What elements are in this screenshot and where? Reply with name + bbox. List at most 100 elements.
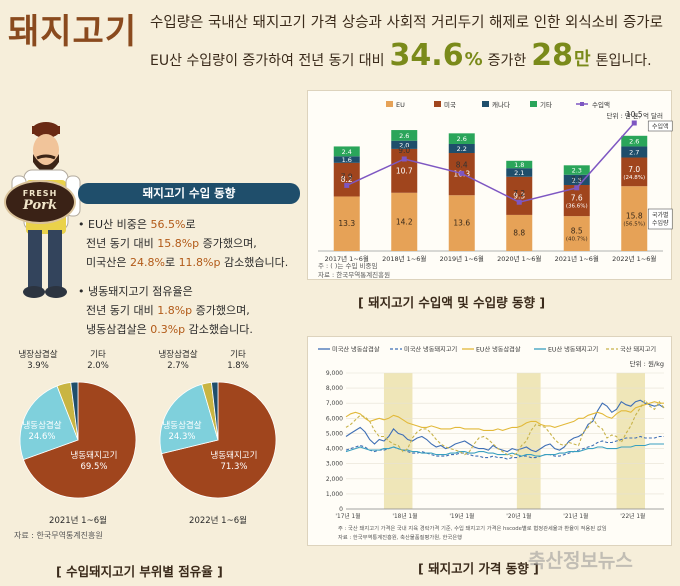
bar-category-1: 2018년 1~6월: [382, 254, 426, 263]
bar-3-5: [621, 135, 648, 147]
bar-2-3: [506, 168, 533, 177]
bar-2-4: [563, 174, 590, 185]
pie-1-value-2: 2.7%: [167, 361, 189, 371]
badge-text-fresh: FRESH: [22, 189, 58, 198]
value-label-5: 10.5: [626, 110, 643, 119]
line-xtick-2: '19년 1월: [449, 512, 474, 520]
legend-label-1: 미국: [444, 100, 456, 109]
line-legend-label-4: 국산 돼지고기: [620, 346, 656, 354]
pie-0-caption: 2021년 1~6월: [49, 515, 107, 526]
bar-3-2: [448, 133, 475, 144]
tag-volume-text-1: 국가별: [652, 211, 669, 219]
line-ytick-2: 2,000: [326, 476, 343, 483]
bar-0-3: [506, 214, 533, 251]
pie-1-value-1: 24.3%: [168, 432, 195, 442]
pie-0-label-2: 냉장삼겹살: [18, 349, 57, 360]
line-ytick-3: 3,000: [326, 461, 343, 468]
bar-3-0: [333, 146, 360, 157]
trend-line-5: 전년 동기 대비 1.8%p 증가했으며,: [86, 304, 250, 317]
line-ytick-1: 1,000: [326, 491, 343, 498]
bar-value-2-5: 2.7: [629, 148, 639, 156]
line-source: 자료 : 한국무역통계진흥원, 축산물품질평가원, 한국은행: [338, 533, 462, 541]
bar-chart-caption: [ 돼지고기 수입액 및 수입량 동향 ]: [358, 295, 546, 310]
tag-value-text: 수입액: [652, 123, 669, 131]
bar-value-3-2: 2.6: [457, 135, 467, 143]
trend-line-2: 전년 동기 대비 15.8%p 증가했으며,: [86, 237, 257, 250]
pie-0-slice-0: [22, 381, 137, 499]
legend-label-value: 수입액: [592, 101, 610, 109]
bar-2-5: [621, 146, 648, 158]
headline-num: 28: [531, 38, 574, 73]
headline-pre: EU산 수입량이 증가하여 전년 동기 대비: [150, 53, 385, 69]
bar-share-1-4: (36.6%): [566, 204, 588, 210]
pie-0-label-3: 기타: [90, 350, 106, 360]
value-line: [346, 122, 635, 203]
value-label-1: 9.0: [398, 146, 410, 155]
bar-3-1: [391, 130, 418, 141]
pie-1-slice-1: [159, 383, 219, 455]
fresh-pork-badge: FRESH Pork: [4, 180, 76, 224]
legend-swatch-0: [386, 101, 393, 107]
line-xtick-5: '22년 1월: [620, 512, 645, 520]
bar-value-2-0: 1.6: [342, 156, 352, 164]
badge-text-pork: Pork: [23, 198, 57, 213]
tag-value-box: [647, 120, 673, 132]
bar-2-1: [391, 140, 418, 149]
bar-value-0-0: 13.3: [338, 219, 355, 228]
bar-category-3: 2020년 1~6월: [497, 254, 541, 263]
bar-category-4: 2021년 1~6월: [555, 254, 599, 263]
bar-2-2: [448, 143, 475, 154]
bar-1-3: [506, 176, 533, 215]
pie-1-value-0: 71.3%: [220, 462, 247, 472]
pie-0-slice-3: [70, 381, 79, 441]
line-xtick-0: '17년 1월: [335, 512, 360, 520]
line-ytick-4: 4,000: [326, 446, 343, 453]
pie-0-label-0: 냉동돼지고기: [71, 450, 118, 461]
bar-value-0-3: 8.8: [513, 228, 525, 237]
shaded-period-2: [616, 373, 646, 509]
pie-0-label-1: 냉동삼겹살: [22, 420, 61, 431]
bar-0-2: [448, 195, 475, 251]
bar-share-1-5: (24.8%): [623, 175, 645, 181]
pie-1-value-3: 1.8%: [227, 361, 249, 371]
pie-0-value-1: 24.6%: [28, 432, 55, 442]
bar-1-5: [621, 157, 648, 187]
legend-label-3: 기타: [540, 100, 552, 109]
shaded-period-1: [516, 373, 541, 509]
trend-line-3: 미국산은 24.8%로 11.8%p 감소했습니다.: [86, 256, 289, 269]
legend-label-2: 캐나다: [492, 100, 510, 109]
bar-2-0: [333, 156, 360, 163]
pie-0-slice-1: [19, 385, 79, 461]
pie-1-label-2: 냉장삼겹살: [158, 349, 197, 360]
pie-1-slice-3: [211, 381, 219, 441]
line-xtick-1: '18년 1월: [392, 512, 417, 520]
value-marker-1: [401, 156, 407, 162]
line-ytick-8: 8,000: [326, 385, 343, 392]
line-xtick-3: '20년 1월: [506, 512, 531, 520]
bar-note: 주 : ( )는 수입 비중임: [318, 261, 377, 270]
bar-value-3-4: 2.3: [572, 167, 582, 175]
value-marker-5: [631, 120, 637, 126]
line-unit-label: 단위 : 원/kg: [630, 359, 664, 368]
bar-share-0-5: (56.5%): [623, 222, 645, 228]
bar-0-0: [333, 196, 360, 251]
pie-0-value-0: 69.5%: [80, 462, 107, 472]
tag-volume-box: [647, 208, 673, 230]
line-chart-caption: [ 돼지고기 가격 동향 ]: [418, 561, 539, 576]
legend-swatch-2: [482, 101, 489, 107]
line-ytick-9: 9,000: [326, 370, 343, 377]
bar-1-1: [391, 148, 418, 193]
pie-1-caption: 2022년 1~6월: [189, 515, 247, 526]
value-marker-2: [459, 170, 465, 176]
bar-3-3: [506, 160, 533, 169]
bar-value-2-2: 2.2: [457, 145, 467, 153]
pie-0-value-2: 3.9%: [27, 361, 49, 371]
line-legend-label-2: EU산 냉동삼겹살: [476, 346, 521, 354]
bar-value-2-1: 2.0: [399, 141, 409, 149]
bar-value-0-2: 13.6: [453, 219, 470, 228]
line-ytick-0: 0: [339, 506, 343, 513]
bar-share-0-4: (40.7%): [566, 237, 588, 243]
watermark: 축산정보뉴스: [528, 550, 633, 572]
headline-mid: 증가한: [487, 53, 527, 69]
